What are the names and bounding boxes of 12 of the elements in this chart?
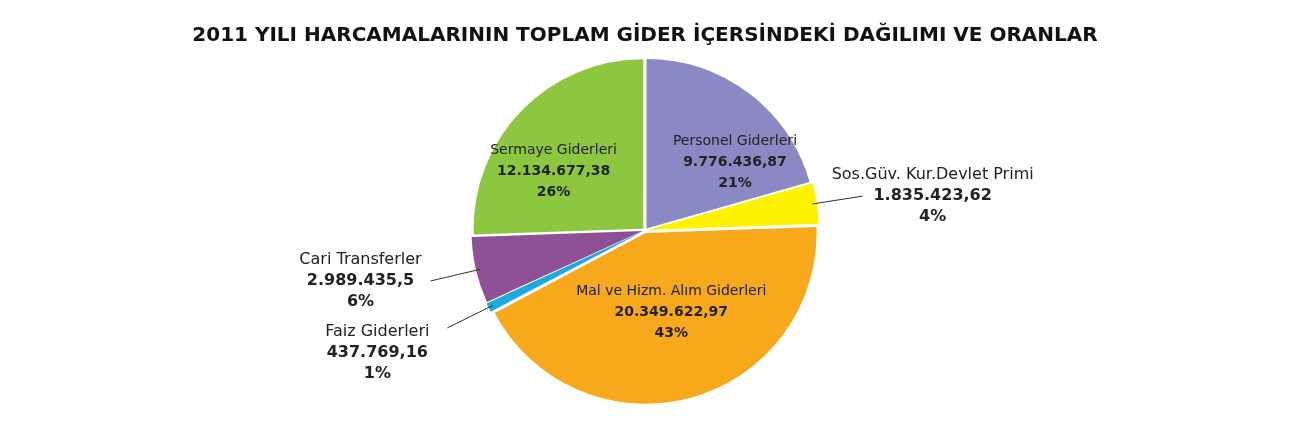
data-label: 2.989.435,5 6% [306,270,415,311]
data-label: 20.349.622,97 43% [614,303,728,341]
data-label: 9.776.436,87 21% [683,153,787,191]
chart-title: 2011 YILI HARCAMALARININ TOPLAM GİDER İÇERSİNDEKİ DAĞILIMI VE ORANLAR [192,22,1098,47]
slice-label: Faiz Giderleri [325,321,430,341]
slice-label: Mal ve Hizm. Alım Giderleri [576,282,767,299]
slice-label: Cari Transferler [299,249,423,269]
slice-label: Sermaye Giderleri [490,141,617,158]
data-label: 12.134.677,38 26% [496,162,611,200]
data-label: 437.769,16 1% [326,342,428,383]
data-label: 1.835.423,62 4% [873,185,992,226]
slice-label: Sos.Güv. Kur.Devlet Primi [831,164,1034,184]
